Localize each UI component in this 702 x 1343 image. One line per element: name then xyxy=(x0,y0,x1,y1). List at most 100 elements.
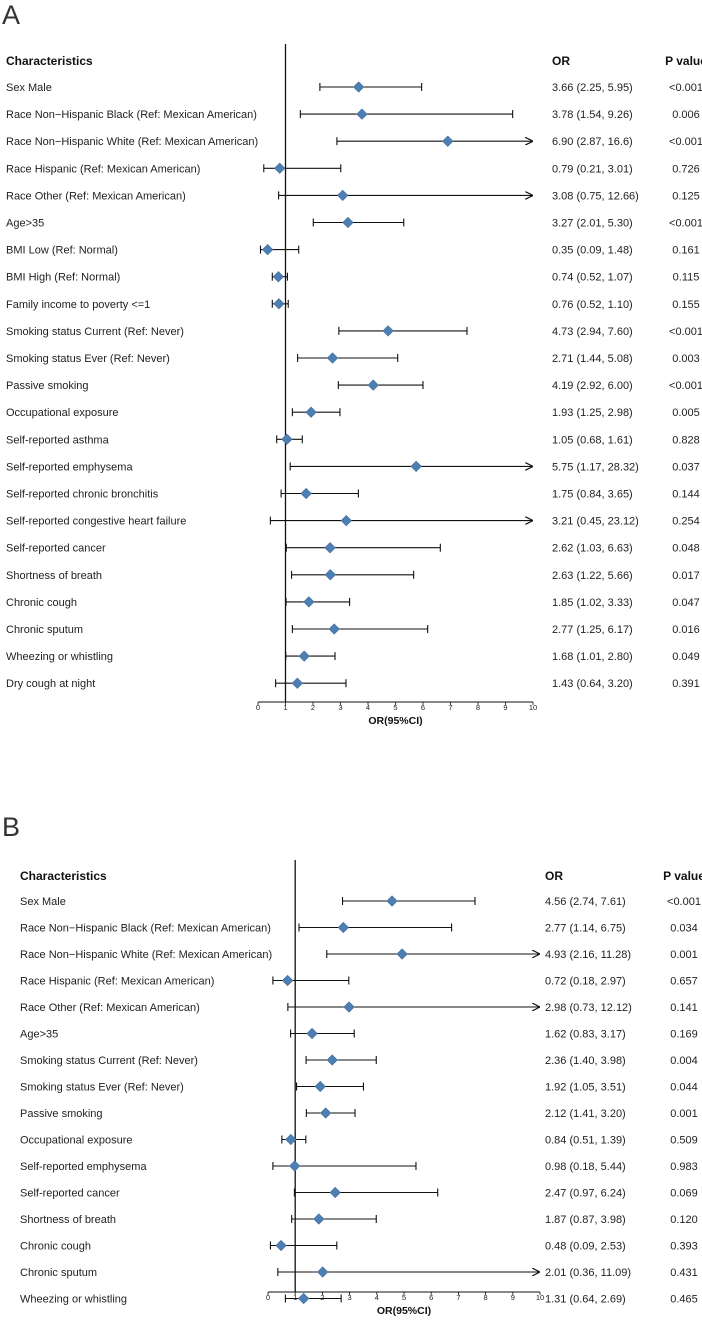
row-label: Occupational exposure xyxy=(20,1135,133,1147)
header-characteristics: Characteristics xyxy=(6,54,93,68)
x-tick-label: 8 xyxy=(484,1293,488,1302)
x-axis-label: OR(95%CI) xyxy=(377,1305,431,1317)
p-value-text: 0.983 xyxy=(670,1161,698,1173)
row-label: Dry cough at night xyxy=(6,678,95,690)
row-label: Self-reported congestive heart failure xyxy=(6,516,186,528)
row-label: Smoking status Current (Ref: Never) xyxy=(6,326,184,338)
forest-row: Shortness of breath 2.63 (1.22, 5.66) 0.01… xyxy=(6,569,700,582)
panel-letter: A xyxy=(2,0,20,30)
odds-ratio-marker xyxy=(272,271,284,283)
odds-ratio-text: 3.08 (0.75, 12.66) xyxy=(552,190,639,202)
odds-ratio-text: 0.84 (0.51, 1.39) xyxy=(545,1135,626,1147)
forest-row: Race Other (Ref: Mexican American) 3.08 (… xyxy=(6,189,700,202)
row-label: Sex Male xyxy=(20,896,66,908)
row-label: Self-reported emphysema xyxy=(6,461,133,473)
odds-ratio-text: 1.87 (0.87, 3.98) xyxy=(545,1214,626,1226)
odds-ratio-text: 2.47 (0.97, 6.24) xyxy=(545,1188,626,1200)
row-label: Age>35 xyxy=(20,1029,58,1041)
odds-ratio-marker xyxy=(324,569,336,581)
p-value-text: <0.001 xyxy=(669,136,702,148)
x-tick-label: 10 xyxy=(529,703,537,712)
odds-ratio-marker xyxy=(303,596,315,608)
p-value-text: 0.161 xyxy=(672,245,700,257)
odds-ratio-text: 2.62 (1.03, 6.63) xyxy=(552,543,633,555)
odds-ratio-text: 1.75 (0.84, 3.65) xyxy=(552,489,633,501)
forest-row: Chronic cough 0.48 (0.09, 2.53) 0.393 xyxy=(20,1239,698,1253)
odds-ratio-text: 1.62 (0.83, 3.17) xyxy=(545,1029,626,1041)
odds-ratio-marker xyxy=(328,623,340,635)
odds-ratio-marker xyxy=(281,433,293,445)
row-label: Race Hispanic (Ref: Mexican American) xyxy=(20,976,214,988)
odds-ratio-marker xyxy=(289,1160,301,1172)
forest-row: Race Hispanic (Ref: Mexican American) 0.7… xyxy=(20,974,698,988)
p-value-text: 0.169 xyxy=(670,1029,698,1041)
forest-row: Race Non−Hispanic White (Ref: Mexican Am… xyxy=(20,948,698,961)
p-value-text: 0.141 xyxy=(670,1002,698,1014)
odds-ratio-text: 4.93 (2.16, 11.28) xyxy=(545,949,631,961)
p-value-text: 0.465 xyxy=(670,1294,698,1306)
forest-row: Race Non−Hispanic Black (Ref: Mexican Am… xyxy=(20,921,698,935)
p-value-text: 0.006 xyxy=(672,109,700,121)
row-label: Chronic sputum xyxy=(20,1267,97,1279)
x-axis-label: OR(95%CI) xyxy=(368,715,422,727)
odds-ratio-marker xyxy=(273,298,285,310)
row-label: Race Hispanic (Ref: Mexican American) xyxy=(6,163,200,175)
x-tick-label: 8 xyxy=(476,703,480,712)
row-label: Race Non−Hispanic Black (Ref: Mexican Am… xyxy=(6,109,257,121)
row-label: Self-reported asthma xyxy=(6,434,110,446)
p-value-text: 0.657 xyxy=(670,976,698,988)
row-label: Wheezing or whistling xyxy=(6,651,113,663)
odds-ratio-marker xyxy=(298,650,310,662)
odds-ratio-marker xyxy=(275,1239,287,1252)
forest-row: Race Other (Ref: Mexican American) 2.98 (… xyxy=(20,1001,698,1014)
panel-letter: B xyxy=(2,812,20,842)
odds-ratio-text: 3.27 (2.01, 5.30) xyxy=(552,218,633,230)
odds-ratio-marker xyxy=(353,81,365,93)
odds-ratio-marker xyxy=(291,677,303,689)
forest-row: BMI High (Ref: Normal) 0.74 (0.52, 1.07) 0… xyxy=(6,271,700,284)
x-tick-label: 9 xyxy=(503,703,507,712)
x-tick-label: 1 xyxy=(293,1293,297,1302)
odds-ratio-marker xyxy=(396,948,408,960)
p-value-text: 0.431 xyxy=(670,1267,698,1279)
p-value-text: 0.509 xyxy=(670,1135,698,1147)
x-tick-label: 0 xyxy=(256,703,260,712)
p-value-text: <0.001 xyxy=(669,380,702,392)
forest-row: Chronic sputum 2.77 (1.25, 6.17) 0.016 xyxy=(6,623,700,636)
row-label: Race Other (Ref: Mexican American) xyxy=(6,190,186,202)
odds-ratio-text: 0.72 (0.18, 2.97) xyxy=(545,976,626,988)
forest-row: Race Non−Hispanic Black (Ref: Mexican Am… xyxy=(6,108,700,121)
header-p-value: P value xyxy=(663,869,702,883)
x-tick-label: 10 xyxy=(536,1293,544,1302)
row-label: Race Non−Hispanic White (Ref: Mexican Am… xyxy=(6,136,258,148)
forest-row: Self-reported emphysema 5.75 (1.17, 28.32… xyxy=(6,460,700,473)
odds-ratio-marker xyxy=(343,1001,355,1013)
x-tick-label: 2 xyxy=(311,703,315,712)
p-value-text: 0.017 xyxy=(672,570,700,582)
odds-ratio-text: 6.90 (2.87, 16.6) xyxy=(552,136,633,148)
odds-ratio-text: 4.19 (2.92, 6.00) xyxy=(552,380,633,392)
x-tick-label: 7 xyxy=(448,703,452,712)
row-label: Chronic cough xyxy=(6,597,77,609)
odds-ratio-text: 2.63 (1.22, 5.66) xyxy=(552,570,633,582)
p-value-text: 0.120 xyxy=(670,1214,698,1226)
p-value-text: 0.393 xyxy=(670,1241,698,1253)
odds-ratio-text: 2.71 (1.44, 5.08) xyxy=(552,353,633,365)
p-value-text: 0.049 xyxy=(672,651,700,663)
row-label: Race Other (Ref: Mexican American) xyxy=(20,1002,200,1014)
p-value-text: 0.034 xyxy=(670,923,698,935)
odds-ratio-text: 2.12 (1.41, 3.20) xyxy=(545,1108,626,1120)
row-label: Self-reported cancer xyxy=(6,543,106,555)
row-label: Smoking status Ever (Ref: Never) xyxy=(6,353,170,365)
odds-ratio-text: 0.74 (0.52, 1.07) xyxy=(552,272,633,284)
forest-plot-panel-b: B Characteristics OR P value Sex Male 4.56 (2… xyxy=(2,812,702,1317)
odds-ratio-marker xyxy=(329,1186,341,1199)
p-value-text: 0.004 xyxy=(670,1055,698,1067)
row-label: Smoking status Current (Ref: Never) xyxy=(20,1055,198,1067)
row-label: Wheezing or whistling xyxy=(20,1294,127,1306)
x-tick-label: 3 xyxy=(338,703,342,712)
p-value-text: 0.115 xyxy=(673,272,700,284)
odds-ratio-marker xyxy=(337,921,349,934)
x-tick-label: 1 xyxy=(283,703,287,712)
